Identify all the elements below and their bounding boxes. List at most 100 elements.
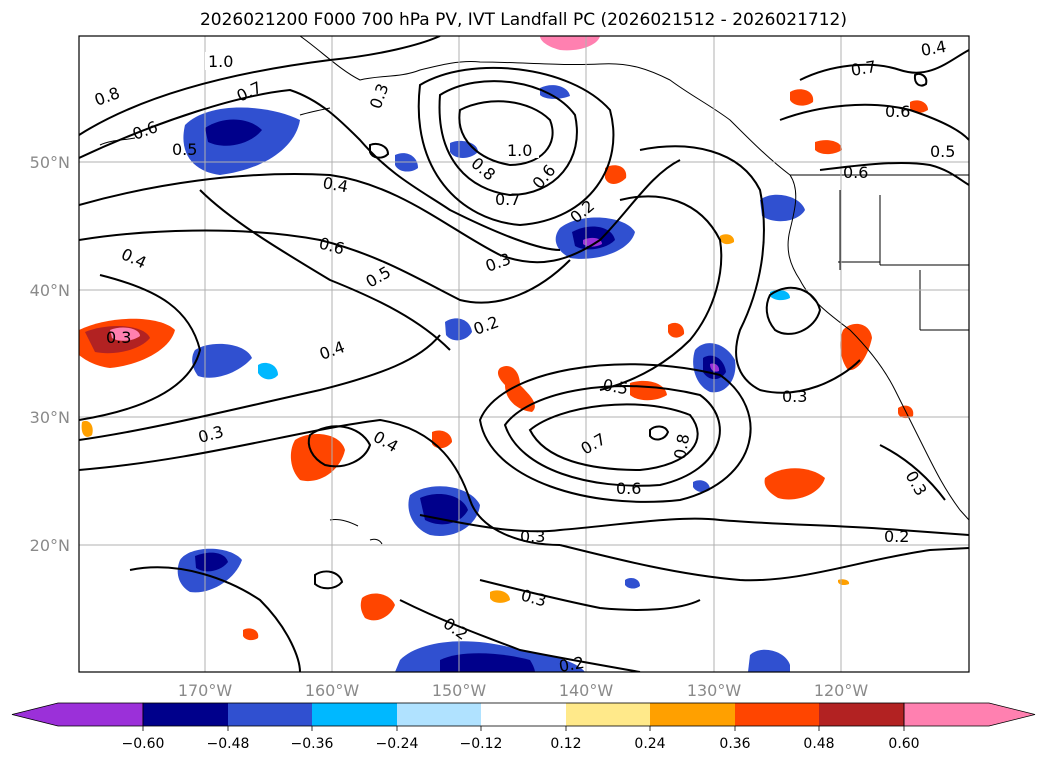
fill-patch — [840, 323, 872, 371]
lat-label: 40°N — [30, 281, 70, 300]
fill-patch — [81, 420, 93, 437]
colorbar-segment — [735, 703, 819, 726]
fill-patch — [910, 100, 928, 113]
contour-label: 0.2 — [884, 527, 909, 546]
contour-label: 0.6 — [616, 479, 641, 498]
contour-label: 1.0 — [507, 141, 532, 160]
contour-line — [369, 143, 390, 159]
colorbar-tick-label: 0.24 — [634, 736, 665, 752]
contour-label: 0.5 — [172, 140, 197, 159]
contour-line — [199, 189, 451, 351]
colorbar-tick-label: −0.24 — [376, 736, 419, 752]
colorbar-ticks — [142, 726, 905, 731]
lon-labels: 170°W 160°W 150°W 140°W 130°W 120°W — [178, 681, 869, 700]
fill-patch — [790, 89, 814, 106]
colorbar-tick-label: −0.36 — [291, 736, 334, 752]
contour-label: 0.8 — [670, 432, 693, 460]
coastlines — [99, 36, 969, 545]
contour-line — [399, 599, 641, 672]
coastline — [299, 36, 969, 521]
colorbar-extend-right — [903, 702, 1036, 727]
contour-label: 0.5 — [930, 142, 955, 161]
colorbar-tick-label: 0.60 — [888, 736, 919, 752]
colorbar-segment — [650, 703, 735, 726]
contour-line — [79, 334, 441, 441]
fill-patch — [693, 480, 710, 493]
fill-patch — [290, 434, 345, 482]
colorbar-segment — [228, 703, 312, 726]
contour-line — [913, 73, 928, 87]
colorbar-segment — [312, 703, 397, 726]
lon-label: 120°W — [814, 681, 869, 700]
contour-label: 0.2 — [557, 653, 585, 676]
contour-line — [79, 229, 571, 304]
fill-patch — [432, 430, 452, 449]
colorbar-segment — [143, 703, 228, 726]
state-borders — [838, 190, 969, 331]
contour-labels: 1.0 0.8 0.7 0.6 0.5 0.4 0.3 1.0 0.8 0.7 … — [92, 37, 956, 676]
lat-label: 30°N — [30, 408, 70, 427]
colorbar: −0.60 −0.48 −0.36 −0.24 −0.12 0.12 0.24 … — [11, 702, 1036, 752]
fill-patch — [748, 649, 790, 672]
contour-line — [417, 66, 615, 227]
gridlines — [79, 36, 969, 672]
fill-patch — [195, 552, 228, 572]
anomaly-fills — [79, 36, 928, 672]
contour-line — [79, 159, 681, 264]
contour-line — [799, 49, 969, 81]
contour-label: 1.0 — [208, 52, 233, 71]
contour-line — [478, 363, 752, 503]
map-title: 2026021200 F000 700 hPa PV, IVT Landfall… — [199, 10, 847, 30]
fill-patch — [540, 36, 600, 51]
lon-label: 160°W — [305, 681, 360, 700]
fill-patch — [540, 85, 570, 99]
colorbar-tick-label: 0.36 — [719, 736, 750, 752]
fill-patch — [583, 237, 602, 247]
colorbar-labels: −0.60 −0.48 −0.36 −0.24 −0.12 0.12 0.24 … — [122, 736, 920, 752]
fill-patch — [720, 234, 735, 245]
contour-label: 0.3 — [520, 527, 545, 546]
fill-patch — [490, 590, 510, 603]
fill-patch — [258, 362, 278, 380]
colorbar-frame — [142, 702, 905, 727]
pv-contours — [79, 36, 969, 672]
contour-line — [307, 425, 372, 468]
contour-line — [438, 80, 578, 197]
fill-patch — [625, 578, 640, 589]
contour-line — [314, 570, 344, 590]
contour-line — [479, 579, 701, 611]
fill-patch — [764, 468, 825, 500]
contour-line — [129, 566, 301, 672]
fill-patch — [440, 653, 535, 672]
map-frame — [78, 35, 970, 673]
colorbar-segment — [819, 703, 904, 726]
contour-label: 0.6 — [843, 163, 868, 182]
contour-label: 0.3 — [106, 328, 131, 347]
colorbar-tick-label: 0.12 — [550, 736, 581, 752]
colorbar-extend-left — [11, 702, 144, 727]
contour-label: 0.5 — [601, 375, 629, 398]
colorbar-tick-label: −0.48 — [207, 736, 250, 752]
lat-label: 20°N — [30, 536, 70, 555]
fill-patch — [605, 165, 627, 184]
contour-line — [879, 444, 946, 501]
contour-line — [779, 103, 969, 141]
contour-line — [79, 274, 202, 421]
contour-line — [79, 36, 441, 136]
colorbar-segment — [481, 703, 566, 726]
contour-line — [599, 195, 723, 391]
lat-labels: 50°N 40°N 30°N 20°N — [30, 153, 70, 555]
colorbar-tick-label: −0.12 — [460, 736, 503, 752]
fill-patch — [205, 119, 262, 146]
colorbar-segment — [397, 703, 481, 726]
contour-line — [79, 88, 561, 251]
lon-label: 150°W — [432, 681, 487, 700]
contour-line — [639, 145, 861, 394]
fill-patch — [572, 226, 615, 250]
fill-patch — [710, 363, 720, 372]
fill-patch — [110, 327, 140, 341]
contour-label: 0.7 — [849, 57, 877, 80]
fill-patch — [243, 628, 259, 641]
